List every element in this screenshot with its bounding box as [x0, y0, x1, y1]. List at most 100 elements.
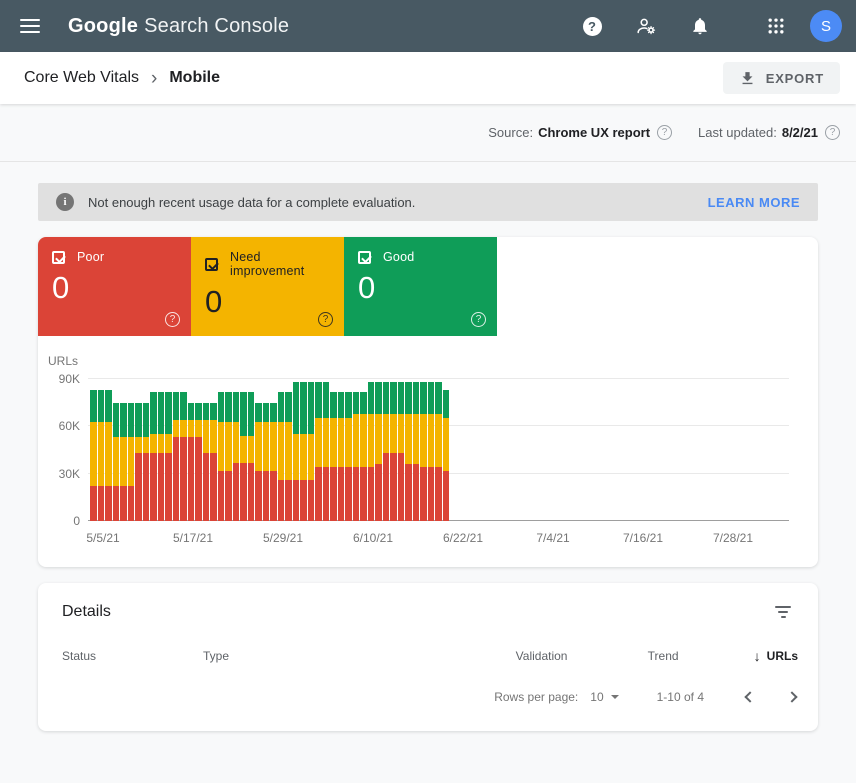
bar-segment-need-improvement — [232, 421, 239, 463]
tile-value: 0 — [358, 270, 376, 305]
bar-segment-good — [105, 390, 112, 422]
bar-segment-good — [90, 390, 97, 422]
bar-segment-poor — [165, 453, 172, 521]
help-icon[interactable]: ? — [165, 312, 180, 327]
filter-icon[interactable] — [774, 605, 792, 619]
column-urls-label: URLs — [766, 649, 798, 663]
bar-segment-poor — [217, 470, 224, 521]
checkbox-checked-icon[interactable] — [52, 250, 65, 264]
info-banner: i Not enough recent usage data for a com… — [38, 183, 818, 221]
banner-message: Not enough recent usage data for a compl… — [88, 194, 416, 210]
bar-segment-good — [375, 382, 382, 414]
bar-segment-good — [322, 382, 329, 419]
bar-segment-good — [390, 382, 397, 414]
bar-segment-poor — [180, 437, 187, 521]
rows-per-page-label: Rows per page: — [494, 690, 579, 704]
app-logo[interactable]: Google Search Console — [68, 15, 289, 38]
bar-segment-need-improvement — [240, 435, 247, 463]
avatar[interactable]: S — [810, 10, 842, 42]
bar-segment-good — [405, 382, 412, 414]
bar-segment-good — [187, 402, 194, 421]
apps-grid-icon[interactable] — [764, 14, 788, 38]
topbar-actions: ? — [580, 10, 842, 42]
tile-poor[interactable]: Poor 0 ? — [38, 237, 191, 336]
bar-segment-good — [435, 382, 442, 414]
bar-segment-good — [247, 391, 254, 436]
help-icon[interactable]: ? — [471, 312, 486, 327]
bar-segment-good — [262, 402, 269, 422]
user-settings-icon[interactable] — [634, 14, 658, 38]
bar-segment-need-improvement — [172, 420, 179, 438]
bar-segment-poor — [255, 470, 262, 521]
bar-segment-need-improvement — [270, 421, 277, 471]
notifications-bell-icon[interactable] — [688, 14, 712, 38]
bar-segment-good — [142, 402, 149, 438]
bar-segment-good — [217, 391, 224, 422]
column-urls-sorted[interactable]: ↓ URLs — [754, 648, 798, 664]
next-page-icon[interactable] — [786, 691, 798, 703]
updated-help-icon[interactable]: ? — [825, 125, 840, 140]
status-tiles: Poor 0 ? Need improvement 0 ? Good 0 — [38, 237, 818, 336]
bar-segment-poor — [307, 479, 314, 521]
bar-segment-poor — [435, 467, 442, 521]
bar-segment-good — [270, 402, 277, 422]
bar-segment-need-improvement — [90, 421, 97, 487]
bar-segment-need-improvement — [120, 437, 127, 487]
bar-segment-need-improvement — [330, 418, 337, 468]
bar-segment-need-improvement — [315, 418, 322, 468]
learn-more-link[interactable]: LEARN MORE — [707, 194, 800, 210]
x-tick-label: 6/22/21 — [442, 531, 484, 545]
breadcrumb-parent[interactable]: Core Web Vitals — [24, 69, 140, 86]
bar-segment-good — [285, 391, 292, 422]
checkbox-checked-icon[interactable] — [358, 250, 371, 264]
bar-segment-poor — [225, 470, 232, 521]
rows-per-page-select[interactable]: 10 — [590, 690, 619, 704]
bar-segment-poor — [127, 486, 134, 521]
bar-segment-need-improvement — [360, 413, 367, 468]
export-button[interactable]: EXPORT — [722, 62, 840, 94]
source-help-icon[interactable]: ? — [657, 125, 673, 140]
bar-segment-poor — [172, 437, 179, 521]
menu-icon[interactable] — [20, 19, 40, 33]
bar-segment-poor — [285, 479, 292, 521]
help-icon[interactable]: ? — [318, 312, 333, 327]
bar-segment-good — [127, 402, 134, 438]
rows-per-page-value: 10 — [590, 690, 604, 704]
updated-label: Last updated: — [698, 125, 777, 140]
tile-need-improvement[interactable]: Need improvement 0 ? — [191, 237, 344, 336]
bar-segment-need-improvement — [435, 413, 442, 468]
bar-segment-need-improvement — [285, 421, 292, 480]
bar-segment-need-improvement — [345, 418, 352, 468]
bar-segment-poor — [300, 479, 307, 521]
tile-good[interactable]: Good 0 ? — [344, 237, 497, 336]
previous-page-icon[interactable] — [744, 691, 756, 703]
help-glyph: ? — [582, 16, 602, 36]
export-label: EXPORT — [765, 70, 824, 86]
x-tick-label: 6/10/21 — [352, 531, 394, 545]
tile-label: Good — [383, 250, 415, 264]
x-tick-label: 5/5/21 — [86, 531, 120, 545]
checkbox-checked-icon[interactable] — [205, 257, 218, 271]
bar-segment-good — [367, 382, 374, 414]
bar-segment-poor — [405, 464, 412, 521]
bar-segment-need-improvement — [202, 420, 209, 454]
column-trend[interactable]: Trend — [647, 649, 679, 663]
logo-google: Google — [68, 14, 139, 37]
bar-segment-poor — [375, 464, 382, 521]
bar-segment-need-improvement — [195, 420, 202, 438]
column-type[interactable]: Type — [203, 649, 230, 663]
x-tick-label: 7/4/21 — [536, 531, 570, 545]
column-status[interactable]: Status — [62, 649, 97, 663]
bar-segment-need-improvement — [105, 421, 112, 487]
chart-plot — [88, 378, 789, 521]
column-validation[interactable]: Validation — [515, 649, 568, 663]
bar-segment-good — [165, 391, 172, 435]
tile-label: Poor — [77, 250, 105, 264]
bar-segment-need-improvement — [127, 437, 134, 487]
bar-segment-poor — [247, 462, 254, 521]
help-icon[interactable]: ? — [580, 14, 604, 38]
bar-segment-poor — [210, 453, 217, 521]
logo-product: Search Console — [144, 14, 290, 37]
breadcrumb-bar: Core Web Vitals › Mobile EXPORT — [0, 52, 856, 104]
bar-segment-good — [255, 402, 262, 422]
